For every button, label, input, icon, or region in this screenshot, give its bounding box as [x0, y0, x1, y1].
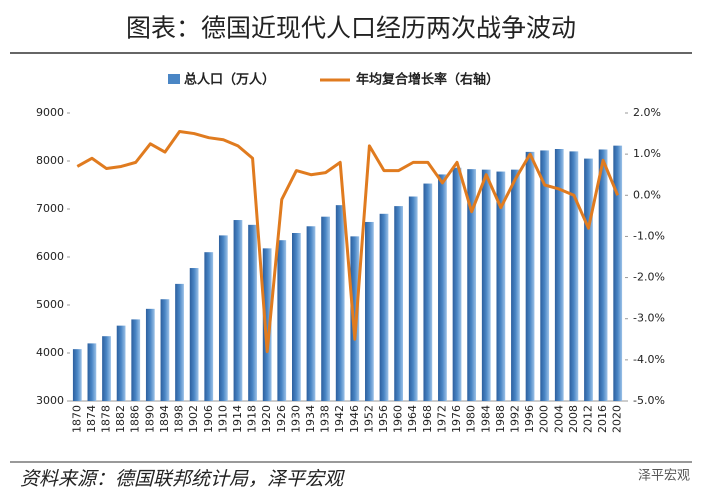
x-tick-label: 1920 — [260, 405, 273, 433]
bar — [423, 183, 433, 401]
bar — [204, 252, 214, 401]
y-tick-label: 9000 — [36, 106, 64, 119]
y2-tick-label: -3.0% — [633, 312, 665, 325]
x-tick-label: 1942 — [333, 405, 346, 433]
line — [76, 130, 620, 354]
bar — [131, 319, 141, 401]
x-tick-label: 2016 — [596, 405, 609, 433]
x-tick-label: 1910 — [216, 405, 229, 433]
x-tick-label: 1968 — [421, 405, 434, 433]
bar — [452, 167, 462, 401]
bar — [116, 325, 126, 401]
bar — [569, 151, 579, 401]
bar — [350, 236, 360, 401]
chart-title: 图表：德国近现代人口经历两次战争波动 — [126, 14, 576, 43]
bar — [379, 213, 389, 401]
x-tick-label: 1870 — [70, 405, 83, 433]
x-tick-label: 1996 — [523, 405, 536, 433]
y-tick-label: 6000 — [36, 250, 64, 263]
bar — [598, 149, 608, 401]
x-tick-label: 1964 — [406, 405, 419, 433]
bar — [218, 235, 228, 401]
bar — [335, 205, 345, 401]
bar — [72, 349, 82, 401]
x-tick-label: 1902 — [187, 405, 200, 433]
bar — [321, 216, 330, 401]
y-tick-label: 5000 — [36, 298, 64, 311]
bar — [540, 150, 550, 401]
bar — [145, 308, 155, 401]
bar — [467, 169, 477, 401]
bar — [277, 240, 287, 401]
y-tick-label: 3000 — [36, 394, 64, 407]
x-tick-label: 1988 — [494, 405, 507, 433]
x-tick-label: 2004 — [552, 405, 565, 433]
bar — [292, 233, 301, 401]
legend-label: 总人口（万人） — [184, 72, 275, 88]
legend-label: 年均复合增长率（右轴） — [356, 72, 499, 88]
legend-swatch — [168, 74, 180, 84]
y2-tick-label: -4.0% — [633, 353, 665, 366]
bar — [262, 248, 272, 401]
x-tick-label: 1878 — [100, 405, 113, 433]
x-tick-label: 1946 — [348, 405, 361, 433]
x-tick-label: 1952 — [362, 405, 375, 433]
bar — [365, 221, 374, 401]
bar — [511, 169, 520, 401]
x-tick-label: 1992 — [508, 405, 521, 433]
y-tick-label: 4000 — [36, 346, 64, 359]
x-tick-label: 1938 — [319, 405, 332, 433]
x-tick-label: 1984 — [479, 405, 492, 433]
bar — [496, 171, 506, 401]
bar — [613, 145, 623, 401]
x-tick-label: 2000 — [538, 405, 551, 433]
bar — [306, 226, 316, 401]
x-tick-label: 1980 — [465, 405, 478, 433]
y2-tick-label: 2.0% — [633, 106, 661, 119]
bar — [102, 336, 111, 401]
x-tick-label: 1890 — [143, 405, 156, 433]
x-tick-label: 1956 — [377, 405, 390, 433]
x-tick-label: 1918 — [246, 405, 259, 433]
x-tick-label: 2012 — [581, 405, 594, 433]
x-tick-label: 1906 — [202, 405, 215, 433]
bar — [394, 206, 403, 401]
x-tick-label: 1934 — [304, 405, 317, 433]
bar — [408, 196, 418, 401]
y2-tick-label: -2.0% — [633, 271, 665, 284]
x-tick-label: 1914 — [231, 405, 244, 433]
bar — [584, 158, 593, 401]
y-tick-label: 7000 — [36, 202, 64, 215]
x-tick-label: 1930 — [289, 405, 302, 433]
bar — [481, 169, 491, 401]
x-tick-label: 1926 — [275, 405, 288, 433]
x-tick-label: 2008 — [567, 405, 580, 433]
watermark: 泽平宏观 — [638, 469, 690, 484]
source: 资料来源：德国联邦统计局，泽平宏观 — [20, 468, 345, 490]
x-tick-label: 1898 — [173, 405, 186, 433]
y2-tick-label: -5.0% — [633, 394, 665, 407]
x-tick-label: 1874 — [85, 405, 98, 433]
y2-tick-label: 0.0% — [633, 188, 661, 201]
x-tick-label: 1976 — [450, 405, 463, 433]
x-tick-label: 1882 — [114, 405, 127, 433]
bar — [87, 343, 97, 401]
bar — [160, 299, 170, 401]
bar — [554, 149, 564, 401]
y2-tick-label: 1.0% — [633, 147, 661, 160]
y2-tick-label: -1.0% — [633, 229, 665, 242]
x-tick-label: 2020 — [611, 405, 624, 433]
x-tick-label: 1894 — [158, 405, 171, 433]
x-tick-label: 1972 — [435, 405, 448, 433]
bar — [189, 268, 199, 401]
x-tick-label: 1960 — [392, 405, 405, 433]
bar — [175, 283, 184, 401]
x-tick-label: 1886 — [129, 405, 142, 433]
bar — [525, 151, 535, 401]
bar — [248, 224, 257, 401]
y-tick-label: 8000 — [36, 154, 64, 167]
bar — [233, 220, 243, 401]
bar — [438, 174, 447, 401]
